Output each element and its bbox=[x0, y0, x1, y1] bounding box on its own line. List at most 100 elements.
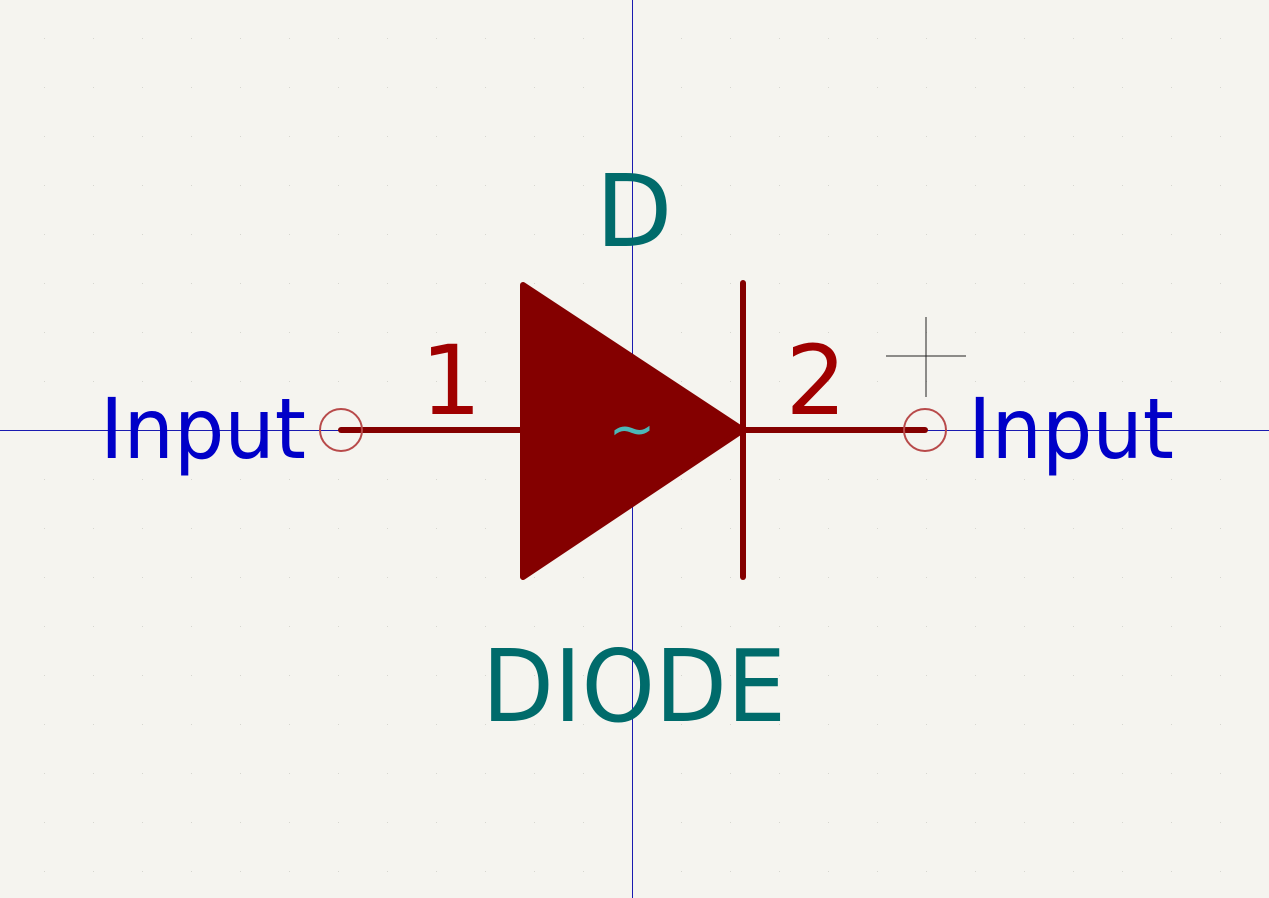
grid-dot bbox=[1122, 822, 1123, 823]
grid-dot bbox=[142, 283, 143, 284]
grid-dot bbox=[44, 38, 45, 39]
grid-dot bbox=[387, 38, 388, 39]
grid-dot bbox=[485, 675, 486, 676]
grid-dot bbox=[93, 528, 94, 529]
grid-dot bbox=[485, 773, 486, 774]
grid-dot bbox=[583, 675, 584, 676]
grid-dot bbox=[1122, 577, 1123, 578]
grid-dot bbox=[436, 38, 437, 39]
grid-dot bbox=[1171, 381, 1172, 382]
grid-dot bbox=[975, 528, 976, 529]
grid-dot bbox=[779, 234, 780, 235]
grid-dot bbox=[142, 528, 143, 529]
grid-dot bbox=[877, 234, 878, 235]
grid-dot bbox=[44, 381, 45, 382]
grid-dot bbox=[1220, 234, 1221, 235]
grid-dot bbox=[1220, 185, 1221, 186]
grid-dot bbox=[485, 577, 486, 578]
grid-dot bbox=[289, 577, 290, 578]
grid-dot bbox=[289, 479, 290, 480]
grid-dot bbox=[1171, 626, 1172, 627]
grid-dot bbox=[485, 822, 486, 823]
grid-dot bbox=[191, 528, 192, 529]
grid-dot bbox=[779, 185, 780, 186]
diode-triangle-body[interactable] bbox=[520, 282, 746, 580]
grid-dot bbox=[975, 577, 976, 578]
grid-dot bbox=[681, 38, 682, 39]
grid-dot bbox=[142, 185, 143, 186]
grid-dot bbox=[93, 332, 94, 333]
grid-dot bbox=[926, 136, 927, 137]
grid-dot bbox=[142, 38, 143, 39]
grid-dot bbox=[1171, 283, 1172, 284]
grid-dot bbox=[436, 724, 437, 725]
grid-dot bbox=[534, 87, 535, 88]
grid-dot bbox=[534, 871, 535, 872]
reference-field[interactable]: D bbox=[595, 153, 672, 270]
pin-1-number[interactable]: 1 bbox=[420, 325, 481, 437]
grid-dot bbox=[436, 773, 437, 774]
grid-dot bbox=[338, 381, 339, 382]
grid-dot bbox=[681, 136, 682, 137]
grid-dot bbox=[338, 528, 339, 529]
grid-dot bbox=[1122, 871, 1123, 872]
grid-dot bbox=[191, 185, 192, 186]
grid-dot bbox=[142, 87, 143, 88]
grid-dot bbox=[436, 871, 437, 872]
grid-dot bbox=[534, 136, 535, 137]
grid-dot bbox=[730, 577, 731, 578]
grid-dot bbox=[44, 479, 45, 480]
grid-dot bbox=[1122, 528, 1123, 529]
grid-dot bbox=[681, 234, 682, 235]
grid-dot bbox=[485, 185, 486, 186]
grid-dot bbox=[583, 38, 584, 39]
pin-2-number[interactable]: 2 bbox=[785, 325, 846, 437]
grid-dot bbox=[779, 577, 780, 578]
grid-dot bbox=[681, 577, 682, 578]
pin-2-end-circle-icon[interactable] bbox=[903, 408, 947, 452]
grid-dot bbox=[730, 283, 731, 284]
grid-dot bbox=[485, 283, 486, 284]
grid-dot bbox=[1122, 136, 1123, 137]
grid-dot bbox=[828, 185, 829, 186]
grid-dot bbox=[1220, 724, 1221, 725]
grid-dot bbox=[436, 234, 437, 235]
grid-dot bbox=[1122, 234, 1123, 235]
grid-dot bbox=[534, 577, 535, 578]
grid-dot bbox=[1073, 577, 1074, 578]
pin-1-end-circle-icon[interactable] bbox=[319, 408, 363, 452]
grid-dot bbox=[1024, 724, 1025, 725]
pin-2-name[interactable]: Input bbox=[968, 380, 1174, 478]
grid-dot bbox=[926, 528, 927, 529]
pin-1-name[interactable]: Input bbox=[100, 380, 306, 478]
grid-dot bbox=[1122, 626, 1123, 627]
grid-dot bbox=[534, 185, 535, 186]
grid-dot bbox=[730, 626, 731, 627]
grid-dot bbox=[1171, 675, 1172, 676]
grid-dot bbox=[779, 283, 780, 284]
grid-dot bbox=[338, 38, 339, 39]
grid-dot bbox=[338, 87, 339, 88]
grid-dot bbox=[1073, 234, 1074, 235]
grid-dot bbox=[1024, 675, 1025, 676]
grid-dot bbox=[877, 577, 878, 578]
grid-dot bbox=[1171, 38, 1172, 39]
grid-dot bbox=[730, 332, 731, 333]
grid-dot bbox=[485, 871, 486, 872]
grid-dot bbox=[1073, 773, 1074, 774]
grid-dot bbox=[191, 871, 192, 872]
grid-dot bbox=[681, 822, 682, 823]
grid-dot bbox=[1220, 38, 1221, 39]
value-field[interactable]: DIODE bbox=[482, 628, 786, 745]
grid-dot bbox=[583, 871, 584, 872]
grid-dot bbox=[779, 822, 780, 823]
grid-dot bbox=[191, 479, 192, 480]
grid-dot bbox=[1220, 283, 1221, 284]
grid-dot bbox=[975, 234, 976, 235]
grid-dot bbox=[1024, 773, 1025, 774]
grid-dot bbox=[240, 283, 241, 284]
grid-dot bbox=[289, 822, 290, 823]
grid-dot bbox=[289, 283, 290, 284]
